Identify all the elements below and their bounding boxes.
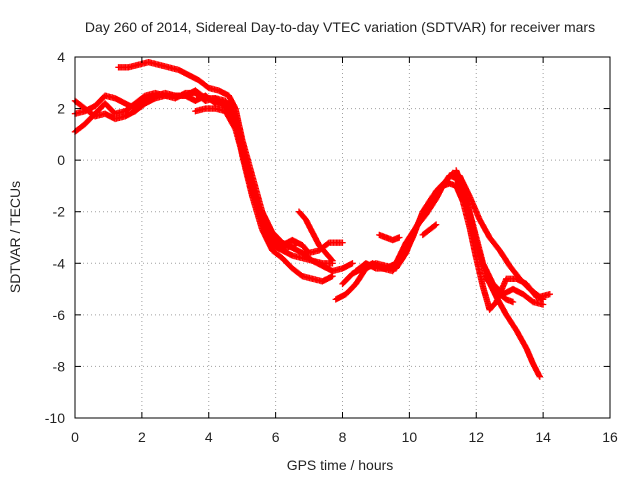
series-track-13 <box>483 275 517 306</box>
y-tick-label: -6 <box>53 307 66 323</box>
series-track-6 <box>295 208 336 264</box>
y-tick-label: -4 <box>53 255 66 271</box>
chart-title: Day 260 of 2014, Sidereal Day-to-day VTE… <box>85 19 595 35</box>
series-markers-track-11 <box>376 231 403 244</box>
x-tick-label: 2 <box>138 429 146 445</box>
x-tick-label: 10 <box>402 429 418 445</box>
axis-ticks <box>74 56 611 419</box>
series-track-5 <box>192 105 299 251</box>
series-markers-track-12 <box>419 221 440 239</box>
x-tick-label: 0 <box>71 429 79 445</box>
x-tick-label: 14 <box>535 429 551 445</box>
y-tick-label: -2 <box>53 204 66 220</box>
x-tick-label: 16 <box>602 429 618 445</box>
x-tick-label: 6 <box>272 429 280 445</box>
y-tick-label: -8 <box>53 358 66 374</box>
y-axis-label: SDTVAR / TECUs <box>7 181 23 293</box>
series-markers-track-6 <box>295 208 336 264</box>
axis-tick-labels: 0 2 4 6 8 10 12 14 16 -10 -8 -6 -4 -2 0 2 4 <box>45 49 618 445</box>
x-tick-label: 12 <box>468 429 484 445</box>
series-track-12 <box>419 221 440 239</box>
x-tick-label: 4 <box>205 429 213 445</box>
series-markers-track-5 <box>192 105 299 251</box>
series-markers-track-13 <box>483 275 517 306</box>
y-tick-label: 4 <box>57 49 65 65</box>
series-track-11 <box>376 231 403 244</box>
x-axis-label: GPS time / hours <box>287 457 394 473</box>
x-tick-label: 8 <box>339 429 347 445</box>
y-tick-label: 2 <box>57 101 65 117</box>
y-tick-label: -10 <box>45 410 65 426</box>
y-tick-label: 0 <box>57 152 65 168</box>
